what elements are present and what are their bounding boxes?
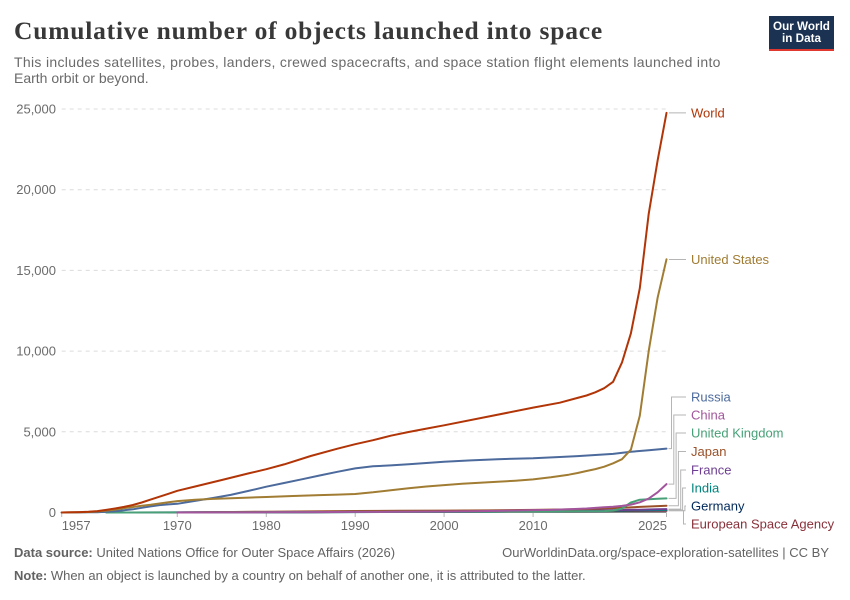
svg-text:World: World <box>691 105 725 120</box>
svg-text:5,000: 5,000 <box>23 424 56 439</box>
svg-text:2010: 2010 <box>519 518 548 533</box>
svg-text:United States: United States <box>691 252 770 267</box>
svg-text:Germany: Germany <box>691 499 745 514</box>
svg-text:2000: 2000 <box>430 518 459 533</box>
svg-text:2025: 2025 <box>638 518 667 533</box>
svg-text:1957: 1957 <box>62 518 91 533</box>
svg-text:Japan: Japan <box>691 444 726 459</box>
svg-text:India: India <box>691 481 720 496</box>
svg-text:1970: 1970 <box>163 518 192 533</box>
svg-text:Russia: Russia <box>691 390 732 405</box>
svg-text:China: China <box>691 408 726 423</box>
svg-text:0: 0 <box>49 505 56 520</box>
svg-text:United Kingdom: United Kingdom <box>691 426 784 441</box>
svg-text:1980: 1980 <box>252 518 281 533</box>
svg-text:10,000: 10,000 <box>16 344 56 359</box>
svg-text:25,000: 25,000 <box>16 102 56 117</box>
svg-text:European Space Agency: European Space Agency <box>691 517 835 532</box>
svg-text:1990: 1990 <box>341 518 370 533</box>
svg-text:15,000: 15,000 <box>16 263 56 278</box>
svg-text:France: France <box>691 463 731 478</box>
svg-text:20,000: 20,000 <box>16 182 56 197</box>
